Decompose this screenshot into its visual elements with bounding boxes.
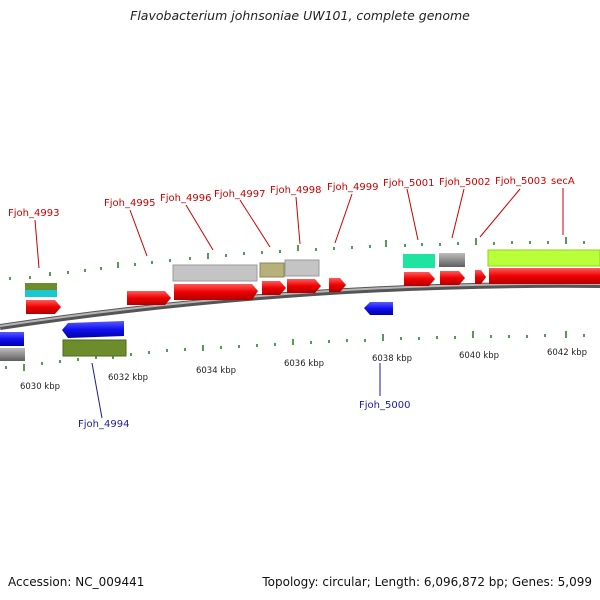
gene-arrow-reverse-left-edge[interactable]: [0, 332, 24, 346]
gene-label-fjoh-4998[interactable]: Fjoh_4998: [270, 185, 321, 196]
gene-arrow-fjoh-5000[interactable]: [364, 302, 393, 315]
genome-backbone-highlight: [0, 282, 600, 327]
gene-label-fjoh-4994[interactable]: Fjoh_4994: [78, 419, 129, 430]
feature-bar-teal[interactable]: [403, 254, 435, 268]
scale-label-6030: 6030 kbp: [20, 382, 60, 392]
feature-bar-khaki[interactable]: [259, 262, 285, 278]
gene-label-fjoh-5001[interactable]: Fjoh_5001: [383, 178, 434, 189]
genome-backbone: [0, 281, 600, 330]
gene-arrow-fjoh-4997[interactable]: [262, 281, 286, 295]
feature-bar-darkgrey[interactable]: [439, 253, 465, 267]
lower-leader-lines: [91, 362, 381, 419]
gene-label-fjoh-4995[interactable]: Fjoh_4995: [104, 198, 155, 209]
gene-label-fjoh-4999[interactable]: Fjoh_4999: [327, 182, 378, 193]
feature-bar-lime[interactable]: [487, 249, 600, 267]
gene-label-secA[interactable]: secA: [551, 176, 575, 187]
scale-label-6032: 6032 kbp: [108, 373, 148, 383]
gene-arrow-fjoh-4998[interactable]: [287, 279, 321, 293]
gene-label-fjoh-5000[interactable]: Fjoh_5000: [359, 400, 410, 411]
feature-bar-grey-1[interactable]: [172, 264, 258, 282]
feature-bar-olive[interactable]: [25, 283, 57, 290]
feature-bar-cyan[interactable]: [25, 290, 57, 297]
gene-arrow-fjoh-4996[interactable]: [174, 284, 258, 300]
feature-bar-olive-lower[interactable]: [62, 339, 127, 357]
map-title: Flavobacterium johnsoniae UW101, complet…: [130, 8, 470, 23]
gene-label-fjoh-4997[interactable]: Fjoh_4997: [214, 189, 265, 200]
gene-label-fjoh-5002[interactable]: Fjoh_5002: [439, 177, 490, 188]
gene-arrow-fjoh-5002[interactable]: [440, 271, 465, 285]
feature-bar-grey-lower[interactable]: [0, 348, 25, 361]
upper-tick-row: [9, 237, 585, 280]
gene-label-fjoh-4993[interactable]: Fjoh_4993: [8, 208, 59, 219]
gene-arrow-fjoh-4999[interactable]: [329, 278, 346, 292]
upper-leader-lines: [34, 188, 564, 269]
scale-label-6038: 6038 kbp: [372, 354, 412, 364]
scale-label-6034: 6034 kbp: [196, 366, 236, 376]
accession-text: Accession: NC_009441: [8, 575, 145, 589]
gene-arrow-fjoh-4994[interactable]: [62, 321, 124, 338]
gene-label-fjoh-4996[interactable]: Fjoh_4996: [160, 193, 211, 204]
gene-label-fjoh-5003[interactable]: Fjoh_5003: [495, 176, 546, 187]
lower-tick-row: [5, 331, 585, 371]
gene-arrow-fjoh-5003[interactable]: [475, 270, 486, 284]
topology-text: Topology: circular; Length: 6,096,872 bp…: [262, 575, 592, 589]
scale-label-6040: 6040 kbp: [459, 351, 499, 361]
feature-bar-grey-2[interactable]: [284, 259, 320, 277]
gene-arrow-secA[interactable]: [489, 268, 600, 284]
scale-label-6036: 6036 kbp: [284, 359, 324, 369]
gene-arrow-fjoh-5001[interactable]: [404, 272, 435, 286]
gene-arrow-fjoh-4993[interactable]: [26, 300, 61, 314]
scale-label-6042: 6042 kbp: [547, 348, 587, 358]
gene-arrow-fjoh-4995[interactable]: [127, 291, 171, 305]
